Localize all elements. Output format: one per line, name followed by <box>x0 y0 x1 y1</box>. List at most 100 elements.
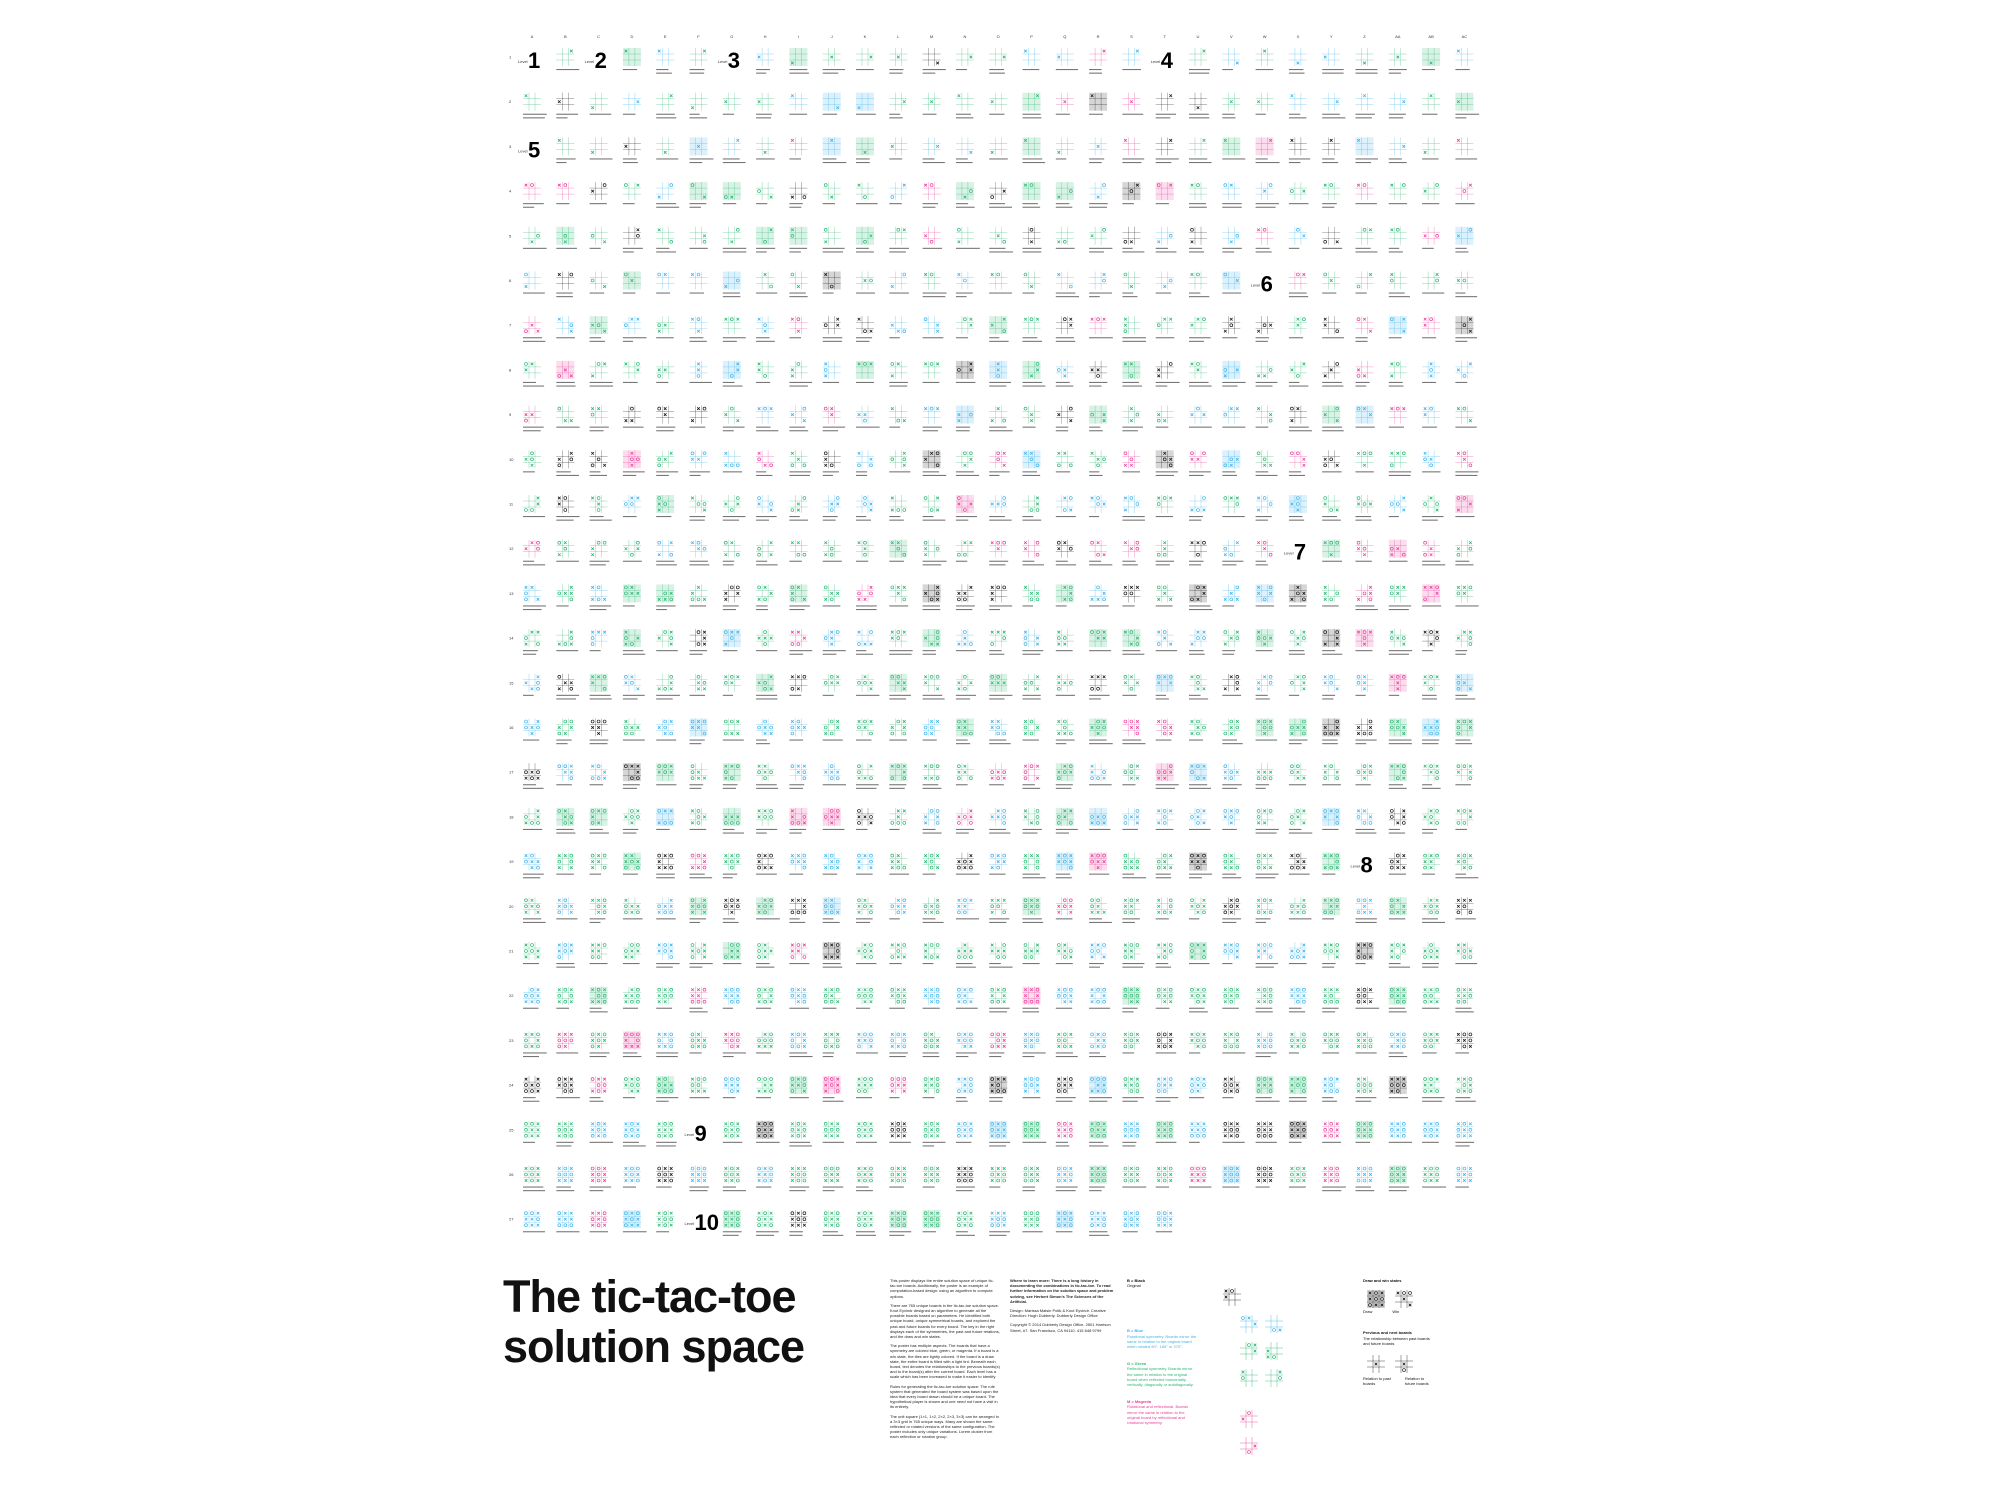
o-mark <box>1135 540 1140 545</box>
board-caption <box>1155 739 1172 741</box>
x-mark <box>596 809 601 813</box>
x-mark <box>1169 865 1173 870</box>
x-mark <box>1169 1032 1173 1037</box>
x-mark <box>923 636 928 640</box>
o-mark <box>1362 993 1367 998</box>
x-mark <box>923 821 928 825</box>
draw-state-tint <box>1255 137 1274 156</box>
x-mark <box>602 329 607 333</box>
board-caption <box>722 605 739 607</box>
board <box>656 495 675 518</box>
x-mark <box>1002 681 1006 685</box>
x-mark <box>1396 1032 1400 1037</box>
o-mark <box>1096 585 1100 590</box>
board-caption <box>1422 113 1438 115</box>
x-mark <box>636 764 640 768</box>
o-mark <box>1063 859 1067 864</box>
o-mark <box>1290 406 1294 411</box>
board-caption <box>689 1097 710 1099</box>
board-caption <box>1055 739 1075 741</box>
board-caption <box>822 337 843 339</box>
o-mark <box>863 719 867 724</box>
board <box>922 718 941 741</box>
x-mark <box>557 1083 561 1087</box>
board <box>789 539 808 562</box>
x-mark <box>724 591 728 596</box>
x-mark <box>1256 591 1261 596</box>
x-mark <box>1035 317 1040 321</box>
board-caption <box>1022 516 1034 518</box>
x-mark <box>530 362 534 366</box>
o-mark <box>730 987 734 992</box>
x-mark <box>596 943 601 947</box>
x-mark <box>1302 681 1306 685</box>
x-mark <box>1023 994 1028 998</box>
board-caption <box>789 921 806 923</box>
o-mark <box>524 362 528 366</box>
o-mark <box>869 993 873 998</box>
board-caption <box>922 918 936 920</box>
board-caption <box>1189 918 1200 920</box>
x-mark <box>657 910 661 914</box>
x-mark <box>1029 418 1034 423</box>
board-caption <box>1155 292 1172 294</box>
x-mark <box>596 1077 601 1081</box>
o-mark <box>790 987 795 992</box>
x-mark <box>790 898 795 902</box>
board <box>789 226 808 253</box>
o-mark <box>730 1044 734 1049</box>
o-mark <box>730 1077 734 1081</box>
board <box>622 316 647 342</box>
x-mark <box>929 776 934 780</box>
board-caption <box>656 474 669 476</box>
x-mark <box>1323 591 1327 596</box>
x-mark <box>557 138 561 143</box>
board-caption <box>523 1100 540 1102</box>
board-caption <box>1189 203 1206 205</box>
draw-state-tint <box>856 92 874 111</box>
x-mark <box>1423 725 1427 730</box>
board <box>1055 629 1074 652</box>
x-mark <box>890 865 894 870</box>
board-caption <box>689 158 714 160</box>
board-caption <box>1122 650 1141 652</box>
board <box>622 852 641 875</box>
o-mark <box>1296 987 1300 992</box>
board-caption <box>756 474 773 476</box>
x-mark <box>630 1044 634 1049</box>
o-mark <box>1096 853 1100 858</box>
o-mark <box>630 1083 634 1087</box>
x-mark <box>663 457 667 461</box>
board <box>1388 137 1407 164</box>
board-caption <box>1422 698 1438 700</box>
board-caption <box>1355 828 1375 830</box>
x-mark <box>863 150 867 155</box>
x-mark <box>1190 675 1194 679</box>
x-mark <box>1190 859 1194 864</box>
o-mark <box>757 585 761 590</box>
x-mark <box>630 949 634 953</box>
x-mark <box>563 541 567 545</box>
o-mark <box>935 591 940 596</box>
x-mark <box>1035 636 1040 640</box>
o-mark <box>1402 636 1406 640</box>
o-mark <box>624 764 628 768</box>
x-mark <box>857 630 861 634</box>
x-mark <box>769 904 773 908</box>
o-mark <box>1456 591 1461 596</box>
board-caption <box>589 337 602 339</box>
x-mark <box>624 681 628 685</box>
board <box>1288 718 1308 745</box>
x-mark <box>669 898 673 902</box>
x-mark <box>802 904 807 908</box>
board-caption <box>689 162 703 164</box>
x-mark <box>630 910 634 914</box>
x-mark <box>990 725 994 730</box>
x-mark <box>1262 463 1267 467</box>
o-mark <box>1168 943 1173 947</box>
board <box>1055 584 1074 607</box>
o-mark <box>1135 859 1140 864</box>
board <box>789 271 808 298</box>
x-mark <box>857 106 861 110</box>
o-mark <box>1329 999 1333 1004</box>
